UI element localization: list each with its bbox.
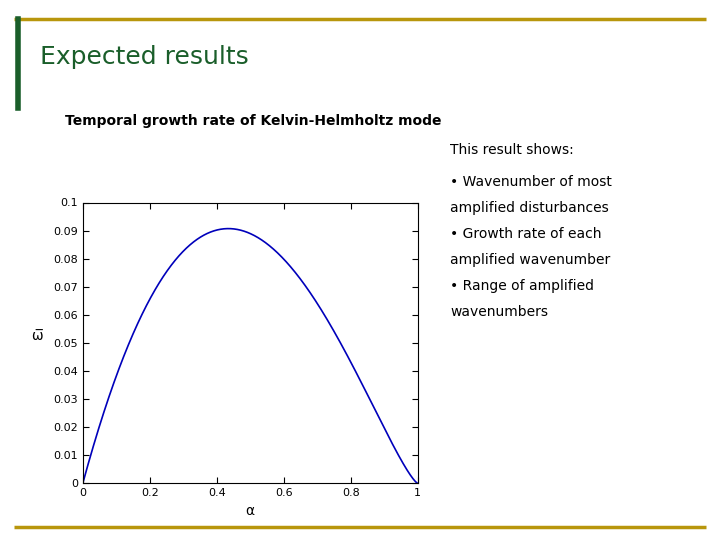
- Text: This result shows:: This result shows:: [450, 143, 574, 157]
- Y-axis label: ω̅: ω̅: [31, 329, 42, 343]
- Text: amplified wavenumber: amplified wavenumber: [450, 253, 611, 267]
- Text: wavenumbers: wavenumbers: [450, 305, 548, 319]
- Text: • Range of amplified: • Range of amplified: [450, 279, 594, 293]
- Text: Temporal growth rate of Kelvin-Helmholtz mode: Temporal growth rate of Kelvin-Helmholtz…: [65, 114, 441, 129]
- X-axis label: α: α: [246, 504, 255, 518]
- Text: Expected results: Expected results: [40, 45, 248, 69]
- Text: amplified disturbances: amplified disturbances: [450, 201, 608, 215]
- Text: • Wavenumber of most: • Wavenumber of most: [450, 176, 612, 190]
- Text: • Growth rate of each: • Growth rate of each: [450, 227, 601, 241]
